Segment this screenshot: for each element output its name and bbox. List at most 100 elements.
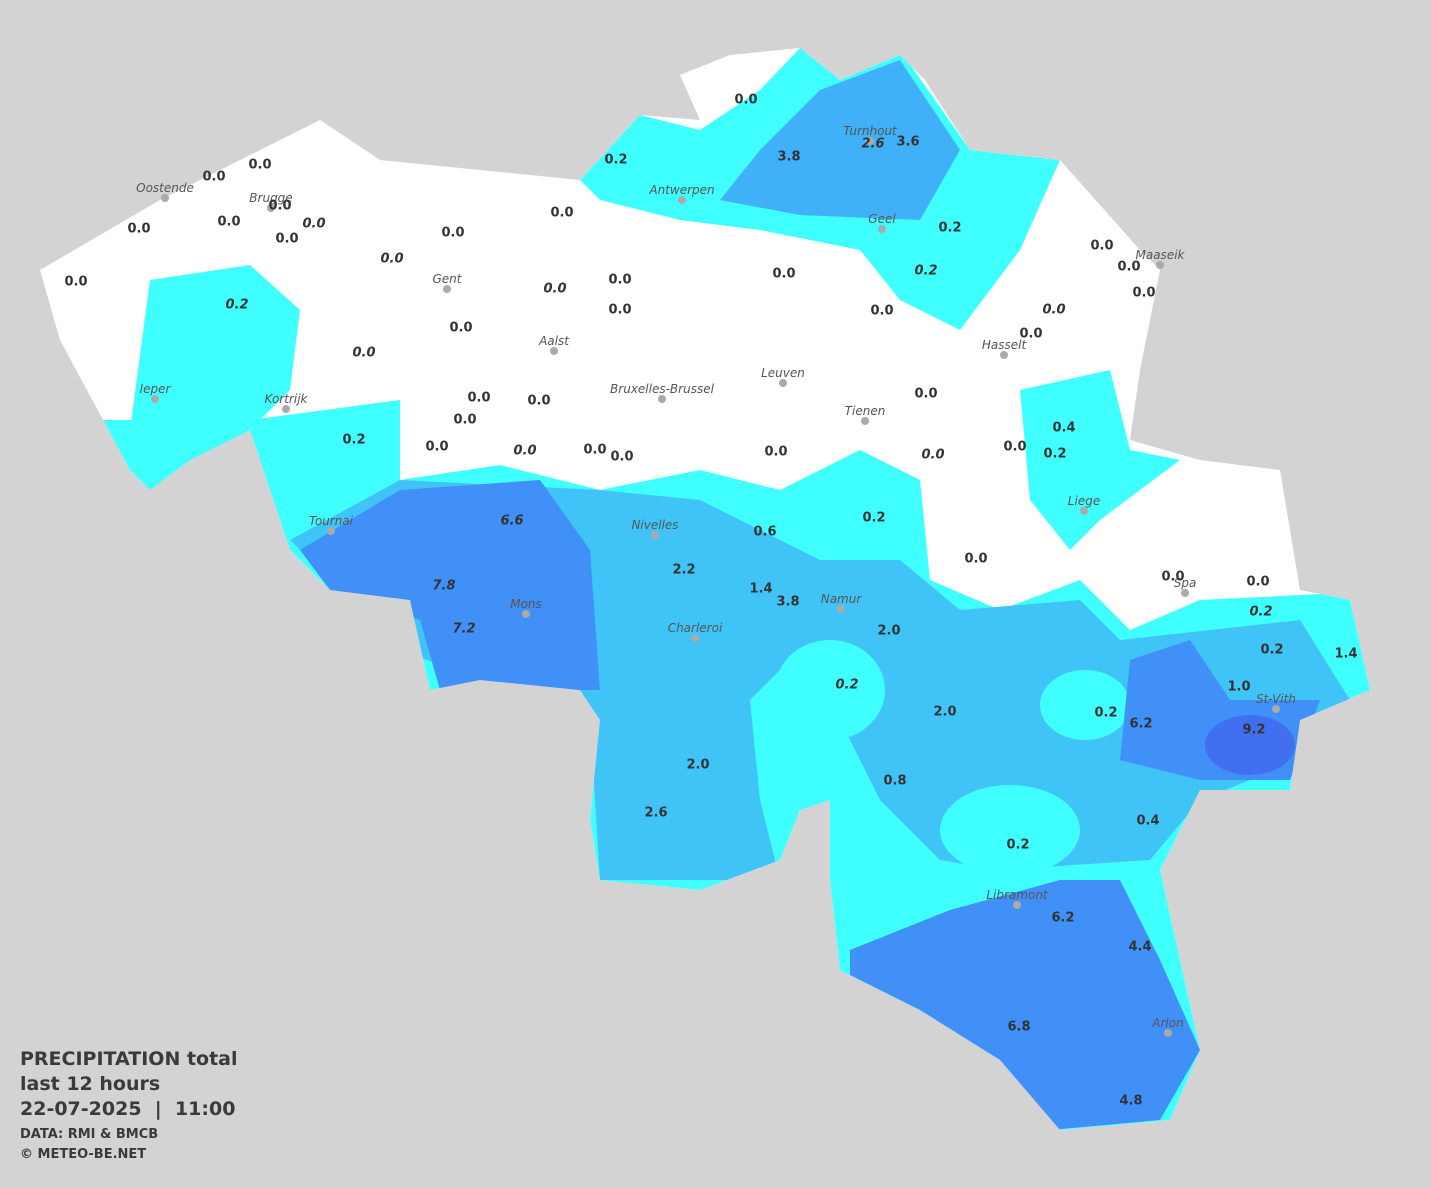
station-value: 0.0 [380,252,403,267]
city-dot [1272,705,1280,713]
station-value: 0.0 [275,232,298,247]
station-value: 0.2 [1249,605,1272,620]
station-value: 0.0 [449,321,472,336]
station-value: 4.8 [1119,1094,1142,1109]
city-dot [151,395,159,403]
city-dot [327,527,335,535]
city-label: Brugge [249,191,292,205]
station-value: 0.2 [938,221,961,236]
station-value: 7.2 [452,622,475,637]
legend-period: last 12 hours [20,1073,160,1095]
city-dot [678,196,686,204]
city-dot [267,204,275,212]
station-value: 0.0 [608,273,631,288]
station-value: 6.2 [1051,911,1074,926]
city-dot [1013,901,1021,909]
city-dot [866,137,874,145]
field-cyan [1040,670,1130,740]
city-label: Leuven [761,366,805,380]
station-value: 6.8 [1007,1020,1030,1035]
station-value: 2.0 [686,758,709,773]
station-value: 0.0 [772,267,795,282]
station-value: 0.2 [225,298,248,313]
station-value: 2.2 [672,563,695,578]
field-mid-blue [720,60,960,220]
city-dot [861,417,869,425]
station-value: 0.0 [734,93,757,108]
station-value: 0.0 [352,346,375,361]
station-value: 0.0 [127,222,150,237]
city-label: Namur [821,592,863,606]
station-value: 0.0 [64,275,87,290]
city-label: Arlon [1151,1016,1183,1030]
city-label: Bruxelles-Brussel [610,382,715,396]
city-dot [878,225,886,233]
city-dot [691,634,699,642]
station-value: 0.0 [964,552,987,567]
station-value: 6.6 [500,514,523,529]
station-value: 0.0 [217,215,240,230]
station-value: 0.0 [268,199,291,214]
legend-title: PRECIPITATION total [20,1048,238,1070]
station-value: 1.0 [1227,680,1250,695]
city-dot [1181,589,1189,597]
city-label: Aalst [538,334,570,348]
field-blue [850,880,1200,1130]
station-value: 0.0 [921,448,944,463]
city-dot [1080,507,1088,515]
legend: PRECIPITATION total last 12 hours 22-07-… [20,1048,238,1162]
station-value: 1.4 [749,582,772,597]
city-dot [282,405,290,413]
city-label: Spa [1174,576,1197,590]
city-dot [651,531,659,539]
city-dot [837,605,845,613]
station-value: 0.0 [870,304,893,319]
station-value: 0.0 [550,206,573,221]
city-dot [1156,261,1164,269]
city-label: St-Vith [1256,692,1296,706]
station-value: 0.4 [1052,421,1075,436]
station-value: 0.0 [467,391,490,406]
city-label: Libramont [986,888,1049,902]
city-dot [522,610,530,618]
station-value: 0.0 [610,450,633,465]
station-value: 0.0 [1132,286,1155,301]
station-value: 0.0 [543,282,566,297]
legend-copyright: © METEO-BE.NET [20,1147,146,1162]
city-label: Liege [1068,494,1100,508]
station-value: 0.4 [1136,814,1159,829]
city-dot [1000,351,1008,359]
city-dot [443,285,451,293]
station-value: 2.0 [877,624,900,639]
station-value: 0.0 [1090,239,1113,254]
station-value: 2.6 [644,806,667,821]
station-value: 0.0 [1042,303,1065,318]
station-value: 0.2 [1006,838,1029,853]
station-value: 0.0 [513,444,536,459]
station-value: 0.2 [1043,447,1066,462]
station-value: 0.0 [1246,575,1269,590]
station-value: 4.4 [1128,940,1151,955]
field-cyan [1020,370,1180,550]
station-value: 7.8 [432,579,455,594]
city-label: Nivelles [631,518,678,532]
station-value: 0.8 [883,774,906,789]
city-label: Kortrijk [265,392,309,406]
city-label: Tournai [309,514,354,528]
city-label: Gent [433,272,463,286]
station-value: 3.8 [776,595,799,610]
city-label: Tienen [845,404,886,418]
city-dot [779,379,787,387]
city-label: Oostende [136,181,194,195]
city-dot [161,194,169,202]
city-label: Turnhout [843,124,898,138]
city-label: Hasselt [982,338,1028,352]
station-value: 0.2 [914,264,937,279]
station-value: 0.0 [248,158,271,173]
station-value: 0.0 [764,445,787,460]
legend-datetime: 22-07-2025 | 11:00 [20,1098,235,1120]
station-value: 0.0 [425,440,448,455]
station-value: 0.0 [914,387,937,402]
station-value: 0.0 [583,443,606,458]
